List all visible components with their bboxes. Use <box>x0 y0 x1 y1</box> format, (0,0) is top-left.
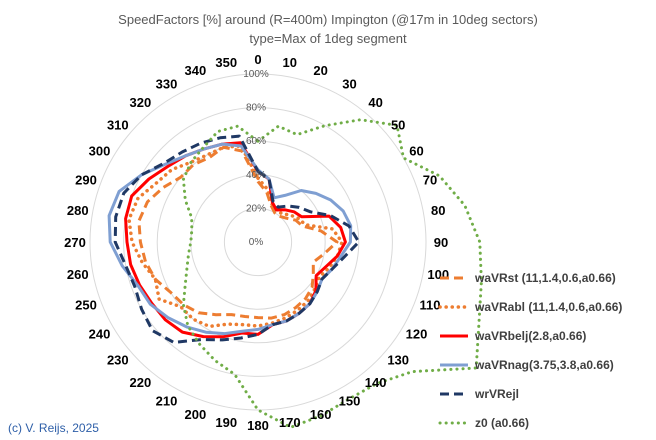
angle-label: 70 <box>423 172 437 187</box>
grid-ring <box>89 73 427 411</box>
legend-label: wrVRejl <box>474 387 519 401</box>
series-line <box>107 142 353 336</box>
ring-label: 0% <box>249 237 264 248</box>
ring-label: 60% <box>246 136 266 147</box>
angle-label: 30 <box>342 77 356 92</box>
series-line <box>127 144 344 329</box>
ring-label: 80% <box>246 103 266 114</box>
angle-label: 230 <box>107 353 129 368</box>
legend: waVRst (11,1.4,0.6,a0.66) waVRabl (11,1.4… <box>438 271 622 430</box>
grid-ring <box>223 207 293 277</box>
angle-label: 120 <box>406 327 428 342</box>
angle-label: 280 <box>67 203 89 218</box>
angle-label: 50 <box>391 117 405 132</box>
angle-label: 170 <box>279 415 301 430</box>
angle-label: 110 <box>419 298 440 313</box>
angle-label: 40 <box>368 95 382 110</box>
series-line <box>137 145 339 320</box>
angle-label: 210 <box>156 393 178 408</box>
ring-label: 20% <box>246 203 266 214</box>
legend-label: waVRbelj(2.8,a0.66) <box>474 329 586 343</box>
legend-label: waVRst (11,1.4,0.6,a0.66) <box>474 271 616 285</box>
legend-label: z0 (a0.66) <box>475 416 529 430</box>
angle-label: 260 <box>67 267 89 282</box>
angle-label: 20 <box>313 63 327 78</box>
series-line <box>113 134 361 344</box>
angle-label: 300 <box>89 144 111 159</box>
legend-label: waVRabl (11,1.4,0.6,a0.66) <box>474 300 622 314</box>
angle-label: 320 <box>130 95 152 110</box>
angle-label: 340 <box>185 63 207 78</box>
grid-ring <box>123 107 393 377</box>
angle-label: 130 <box>387 353 409 368</box>
angle-label: 60 <box>409 144 423 159</box>
chart-title: SpeedFactors [%] around (R=400m) Impingt… <box>118 12 538 27</box>
angle-label: 330 <box>156 77 178 92</box>
ring-label: 40% <box>246 170 266 181</box>
legend-label: waVRnag(3.75,3.8,a0.66) <box>474 358 614 372</box>
credit-text: (c) V. Reijs, 2025 <box>8 421 99 435</box>
angle-label: 140 <box>365 375 387 390</box>
series-layer <box>107 118 483 429</box>
angle-label: 0 <box>254 52 261 67</box>
chart-subtitle: type=Max of 1deg segment <box>249 31 407 46</box>
angle-label: 150 <box>339 393 361 408</box>
angle-label: 10 <box>283 55 297 70</box>
angle-label: 270 <box>64 235 86 250</box>
angle-label: 90 <box>434 235 448 250</box>
angle-label: 310 <box>107 117 129 132</box>
angle-label: 220 <box>130 375 152 390</box>
angle-label: 80 <box>431 203 445 218</box>
angle-label: 240 <box>89 327 111 342</box>
angle-label: 160 <box>310 407 332 422</box>
angle-label: 350 <box>215 55 237 70</box>
angle-label: 290 <box>75 172 97 187</box>
angle-label: 180 <box>247 418 269 433</box>
ring-label: 100% <box>243 69 269 80</box>
angle-label: 250 <box>75 298 97 313</box>
angle-label: 100 <box>427 267 449 282</box>
angle-label: 200 <box>185 407 207 422</box>
angle-label: 190 <box>215 415 237 430</box>
series-line <box>124 141 347 339</box>
